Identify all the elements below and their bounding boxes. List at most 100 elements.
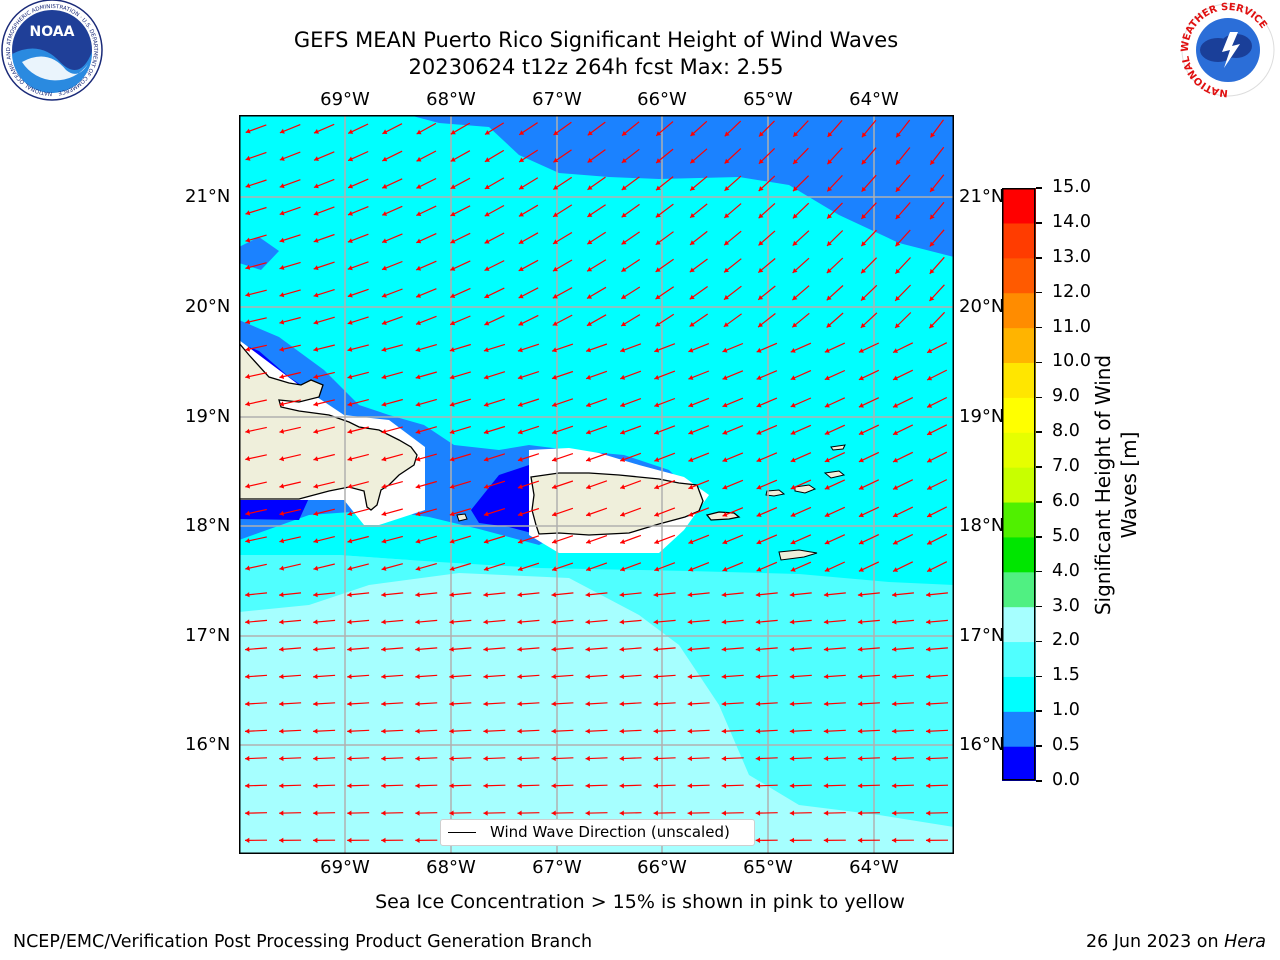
wave-direction-arrowhead bbox=[517, 484, 523, 489]
wave-direction-arrowhead bbox=[621, 158, 627, 163]
wave-direction-arrowhead bbox=[619, 619, 625, 625]
wave-direction-arrowhead bbox=[930, 159, 935, 165]
wave-direction-arrowhead bbox=[927, 485, 933, 490]
wave-direction-arrowhead bbox=[690, 240, 695, 245]
colorbar-tick-mark bbox=[1036, 570, 1042, 573]
wave-direction-arrowhead bbox=[279, 456, 285, 462]
wave-direction-arrowhead bbox=[790, 457, 796, 463]
wave-direction-arrowhead bbox=[381, 292, 387, 298]
colorbar-tick-label: 5.0 bbox=[1052, 525, 1080, 546]
wave-direction-arrowhead bbox=[552, 266, 558, 272]
wave-direction-arrowhead bbox=[585, 646, 590, 652]
wave-direction-arrowhead bbox=[347, 456, 353, 462]
wave-direction-arrowhead bbox=[279, 646, 284, 652]
wave-direction-arrowhead bbox=[382, 211, 388, 216]
wave-direction-arrowhead bbox=[347, 565, 353, 571]
wave-direction-arrowhead bbox=[586, 511, 591, 517]
wave-direction-arrowhead bbox=[553, 157, 559, 163]
wave-direction-arrowhead bbox=[655, 212, 661, 218]
wave-direction-arrowhead bbox=[483, 429, 489, 435]
wave-direction-arrowhead bbox=[450, 266, 456, 271]
wave-direction-arrowhead bbox=[756, 566, 762, 572]
wave-direction-arrowhead bbox=[585, 755, 590, 762]
wave-direction-arrowhead bbox=[245, 456, 250, 462]
wave-direction-arrowhead bbox=[347, 674, 352, 680]
wave-direction-arrowhead bbox=[279, 428, 285, 434]
wave-direction-arrowhead bbox=[690, 158, 696, 164]
noaa-logo: NOAA NATIONAL OCEANIC AND ATMOSPHERIC AD… bbox=[1, 0, 103, 101]
wave-direction-arrowhead bbox=[789, 783, 795, 789]
colorbar-segment bbox=[1002, 257, 1036, 294]
wave-direction-arrowhead bbox=[687, 646, 693, 652]
wave-direction-arrowhead bbox=[381, 538, 387, 544]
map-subtitle: 20230624 t12z 264h fcst Max: 2.55 bbox=[408, 55, 784, 79]
wave-direction-arrowhead bbox=[724, 294, 729, 300]
colorbar-tick-mark bbox=[1036, 605, 1042, 608]
wave-direction-arrowhead bbox=[620, 484, 626, 490]
lon-label-top-69w: 69°W bbox=[320, 89, 370, 110]
wave-direction-arrowhead bbox=[826, 322, 832, 328]
wave-direction-arrowhead bbox=[551, 592, 556, 598]
wave-direction-arrowhead bbox=[484, 211, 490, 217]
wave-direction-arrowhead bbox=[721, 592, 727, 598]
wave-direction-arrowhead bbox=[347, 810, 352, 816]
wave-direction-arrowhead bbox=[517, 728, 522, 734]
wave-direction-arrowhead bbox=[449, 484, 455, 489]
wave-direction-arrowhead bbox=[517, 429, 523, 435]
wave-direction-arrowhead bbox=[415, 374, 421, 380]
wave-direction-arrowhead bbox=[245, 483, 250, 489]
wave-direction-arrowhead bbox=[313, 646, 318, 652]
wave-direction-arrowhead bbox=[382, 238, 387, 244]
wave-direction-arrowhead bbox=[790, 375, 796, 381]
wave-direction-arrowhead bbox=[279, 755, 284, 762]
wave-direction-arrowhead bbox=[586, 566, 591, 572]
wave-direction-arrowhead bbox=[552, 539, 557, 544]
wave-direction-arrowhead bbox=[653, 728, 658, 734]
wave-direction-arrowhead bbox=[517, 374, 523, 380]
wave-direction-arrowhead bbox=[789, 619, 795, 625]
wave-direction-arrowhead bbox=[381, 728, 386, 734]
wave-direction-arrowhead bbox=[381, 565, 387, 571]
wave-direction-arrowhead bbox=[895, 323, 900, 328]
colorbar-segment bbox=[1002, 362, 1036, 398]
wave-direction-arrowhead bbox=[926, 837, 931, 843]
wave-direction-arrowhead bbox=[621, 239, 627, 245]
wave-direction-arrowhead bbox=[755, 674, 761, 680]
wave-direction-arrowhead bbox=[653, 810, 658, 816]
wave-direction-arrowhead bbox=[585, 592, 591, 598]
wave-direction-arrowhead bbox=[824, 430, 830, 435]
wave-direction-arrowhead bbox=[827, 241, 832, 246]
colorbar-segment bbox=[1002, 222, 1036, 259]
wave-direction-arrowhead bbox=[484, 320, 490, 326]
wave-direction-arrowhead bbox=[347, 265, 353, 271]
wave-direction-arrowhead bbox=[688, 402, 694, 408]
lat-label-left-18n: 18°N bbox=[185, 515, 231, 536]
wave-direction-arrowhead bbox=[449, 755, 454, 762]
wave-direction-arrowhead bbox=[382, 156, 388, 162]
wave-direction-arrowhead bbox=[381, 346, 387, 352]
wave-direction-arrowhead bbox=[313, 238, 319, 243]
wave-direction-arrowhead bbox=[892, 592, 897, 598]
wave-direction-arrowhead bbox=[347, 837, 352, 843]
wave-direction-arrowhead bbox=[861, 295, 866, 301]
wave-direction-arrowhead bbox=[449, 783, 454, 789]
wave-direction-arrowhead bbox=[826, 295, 832, 301]
lat-label-left-21n: 21°N bbox=[185, 186, 231, 207]
wave-direction-arrowhead bbox=[621, 267, 627, 272]
wave-direction-arrowhead bbox=[688, 429, 694, 435]
colorbar-tick-mark bbox=[1036, 326, 1042, 329]
land-st-croix bbox=[778, 549, 818, 561]
wave-direction-arrowhead bbox=[858, 375, 864, 381]
wave-direction-arrowhead bbox=[926, 783, 931, 789]
lon-label-top-64w: 64°W bbox=[849, 89, 899, 110]
wave-direction-arrowhead bbox=[382, 183, 388, 189]
wave-direction-arrowhead bbox=[245, 319, 251, 325]
wave-direction-arrowhead bbox=[517, 592, 522, 598]
wave-direction-arrowhead bbox=[552, 347, 557, 353]
wave-direction-arrowhead bbox=[860, 323, 866, 328]
land-virgin-islands-1 bbox=[765, 489, 786, 497]
wave-direction-arrowhead bbox=[485, 130, 490, 135]
map-plot bbox=[239, 115, 954, 854]
wave-direction-arrowhead bbox=[690, 185, 696, 191]
wave-direction-arrowhead bbox=[585, 810, 590, 816]
